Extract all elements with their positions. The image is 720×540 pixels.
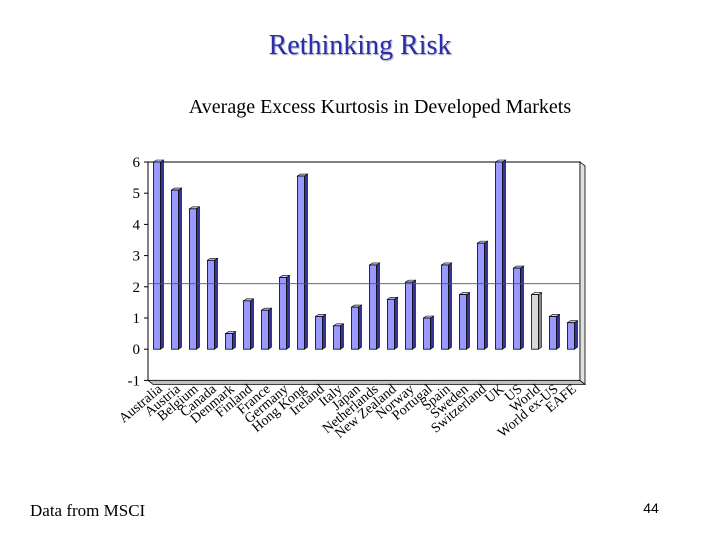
bar-front [423,317,431,350]
bar-front [531,294,539,350]
footer-note: Data from MSCI [30,501,146,520]
bar-norway [404,279,417,350]
bar-side [250,298,254,350]
bar-netherlands [368,262,381,350]
bar-side [196,206,200,350]
bar-side [448,262,452,350]
bar-front [387,298,395,350]
bar-front [261,309,269,350]
bar-front [351,306,359,350]
bar-front [207,259,215,350]
plot-floor [146,379,587,385]
bar-side [394,296,398,350]
bar-austria [170,187,183,350]
bar-front [333,325,341,350]
y-tick-label: -1 [128,373,141,389]
bar-belgium [188,206,201,350]
bar-side [520,265,524,350]
bar-side [286,274,290,350]
bar-front [495,161,503,350]
bar-side [412,279,416,350]
bar-world [530,292,543,350]
slide-title: Rethinking Risk [268,30,452,61]
bar-france [260,307,273,350]
bar-front [153,161,161,350]
bar-side [214,257,218,350]
bar-new-zealand [386,296,399,350]
bar-switzerland [476,240,489,350]
bar-front [279,277,287,350]
bar-side [160,159,164,350]
page-number: 44 [643,500,659,516]
bar-side [178,187,182,350]
bar-japan [350,304,363,350]
bar-side [430,315,434,350]
bar-front [225,333,233,350]
bar-side [502,159,506,350]
bar-front [189,208,197,350]
bar-hong-kong [296,173,309,350]
bar-side [484,240,488,350]
y-tick-label: 0 [133,342,141,358]
bar-side [538,292,542,350]
bar-front [567,322,575,350]
bar-side [556,313,560,350]
bar-front [513,267,521,350]
bar-germany [278,274,291,350]
bar-front [477,242,485,350]
bar-portugal [422,315,435,350]
bar-side [358,304,362,350]
bar-uk [494,159,507,350]
bar-spain [440,262,453,350]
bar-side [304,173,308,350]
bar-front [549,316,557,350]
bar-side [340,323,344,350]
bar-side [268,307,272,350]
bar-side [232,331,236,350]
bar-canada [206,257,219,350]
y-tick-label: 5 [133,186,141,202]
bar-sweden [458,292,471,350]
bar-us [512,265,525,350]
chart-title: Average Excess Kurtosis in Developed Mar… [188,96,572,118]
bar-front [459,294,467,350]
bar-australia [152,159,165,350]
bar-side [466,292,470,350]
bar-denmark [224,331,237,350]
bar-ireland [314,313,327,350]
bar-side [376,262,380,350]
y-tick-label: 1 [133,311,141,327]
bar-front [441,264,449,350]
bar-italy [332,323,345,350]
bar-eafe [566,320,579,350]
bar-front [297,175,305,350]
y-tick-label: 4 [133,217,141,233]
y-tick-label: 6 [133,155,141,171]
bar-front [171,189,179,350]
y-tick-label: 3 [133,249,141,265]
bar-side [574,320,578,350]
bar-front [243,300,251,350]
bar-front [369,264,377,350]
bar-front [405,281,413,350]
bar-world-ex-us [548,313,561,350]
y-tick-label: 2 [133,280,141,296]
bar-front [315,316,323,350]
plot-side-wall [579,161,586,386]
bar-finland [242,298,255,350]
bar-side [322,313,326,350]
